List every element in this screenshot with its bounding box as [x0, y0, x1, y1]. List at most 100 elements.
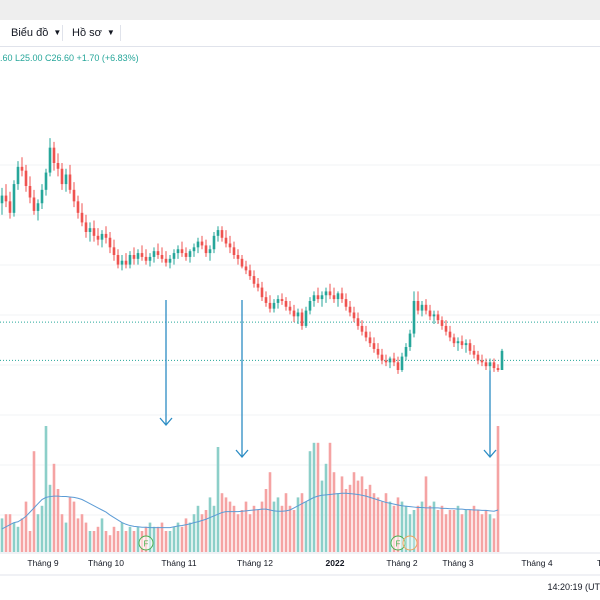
volume-bar [484, 510, 488, 552]
candle-body [416, 301, 420, 311]
candle-body [228, 243, 232, 248]
profile-menu-button[interactable]: Hồ sơ ▼ [72, 20, 115, 46]
candle-body [324, 291, 328, 296]
chart-menu-button[interactable]: Biểu đồ ▼ [11, 20, 61, 46]
candle-body [500, 350, 504, 370]
volume-bar [388, 501, 392, 552]
volume-bar [132, 531, 136, 552]
candle-body [120, 260, 124, 265]
volume-bar [108, 535, 112, 552]
candle-body [412, 301, 416, 334]
browser-top-bar [0, 0, 600, 20]
candle-body [396, 362, 400, 370]
volume-bar [24, 501, 28, 552]
candle-body [408, 333, 412, 347]
volume-bar [292, 510, 296, 552]
volume-bar [88, 531, 92, 552]
volume-bar [376, 497, 380, 552]
candle-body [428, 310, 432, 317]
candle-body [364, 331, 368, 338]
candle-body [404, 347, 408, 357]
volume-bar [96, 526, 100, 552]
candle-body [132, 255, 136, 259]
volume-bar [328, 442, 332, 552]
candle-body [208, 249, 212, 254]
volume-bar [252, 505, 256, 552]
candle-body [212, 235, 216, 250]
volume-bar [124, 531, 128, 552]
chevron-down-icon: ▼ [106, 28, 115, 37]
volume-bar [340, 476, 344, 552]
candle-body [164, 258, 168, 263]
candle-body [460, 341, 464, 346]
volume-bar [444, 514, 448, 552]
volume-bar [360, 476, 364, 552]
candle-body [304, 310, 308, 326]
volume-bar [80, 514, 84, 552]
candle-body [456, 341, 460, 344]
volume-bar [380, 501, 384, 552]
candle-body [312, 295, 316, 301]
volume-bar [192, 514, 196, 552]
candle-body [328, 291, 332, 296]
candle-body [88, 228, 92, 232]
annotation-arrow-head [159, 417, 173, 426]
candle-body [252, 276, 256, 284]
candle-body [356, 318, 360, 326]
volume-bar [116, 531, 120, 552]
candle-body [448, 331, 452, 338]
candle-body [68, 174, 72, 190]
volume-bar [104, 531, 108, 552]
volume-bar [0, 518, 4, 552]
candle-body [176, 249, 180, 254]
candle-body [100, 233, 104, 240]
volume-bar [40, 505, 44, 552]
candle-body [48, 147, 52, 173]
candle-body [272, 302, 276, 309]
volume-bar [396, 497, 400, 552]
volume-bar [320, 480, 324, 552]
volume-ma-line [1, 492, 499, 530]
volume-bar [8, 514, 12, 552]
volume-bar [196, 505, 200, 552]
candle-body [288, 306, 292, 311]
candle-body [336, 293, 340, 300]
volume-bar [36, 514, 40, 552]
candle-body [84, 222, 88, 232]
volume-bar [112, 526, 116, 552]
candle-body [392, 358, 396, 363]
candle-body [320, 295, 324, 300]
candle-body [160, 255, 164, 259]
annotation-arrow-head [483, 449, 497, 458]
candle-body [112, 247, 116, 255]
volume-bar [272, 501, 276, 552]
volume-bar [324, 463, 328, 552]
volume-bar [304, 501, 308, 552]
x-tick-label: Tháng 4 [521, 558, 552, 568]
volume-bar [64, 522, 68, 552]
volume-bar [152, 526, 156, 552]
candle-body [388, 358, 392, 363]
candle-body [492, 362, 496, 369]
x-tick-label: Tháng 11 [161, 558, 197, 568]
x-tick-label: 2022 [326, 558, 345, 568]
candle-body [276, 299, 280, 303]
volume-bar [284, 493, 288, 552]
candle-body [56, 163, 60, 169]
candle-body [232, 247, 236, 255]
candle-body [12, 184, 16, 213]
volume-bar [412, 510, 416, 552]
candle-body [172, 253, 176, 259]
volume-bar [460, 514, 464, 552]
candle-body [256, 283, 260, 288]
profile-menu-label: Hồ sơ [72, 27, 102, 39]
volume-bar [268, 472, 272, 552]
candle-body [200, 241, 204, 246]
candle-body [184, 253, 188, 257]
candle-body [488, 362, 492, 367]
ohlc-legend: .60 L25.00 C26.60 +1.70 (+6.83%) [0, 53, 139, 63]
event-marker [138, 535, 154, 551]
candle-body [444, 325, 448, 332]
volume-bar [228, 501, 232, 552]
